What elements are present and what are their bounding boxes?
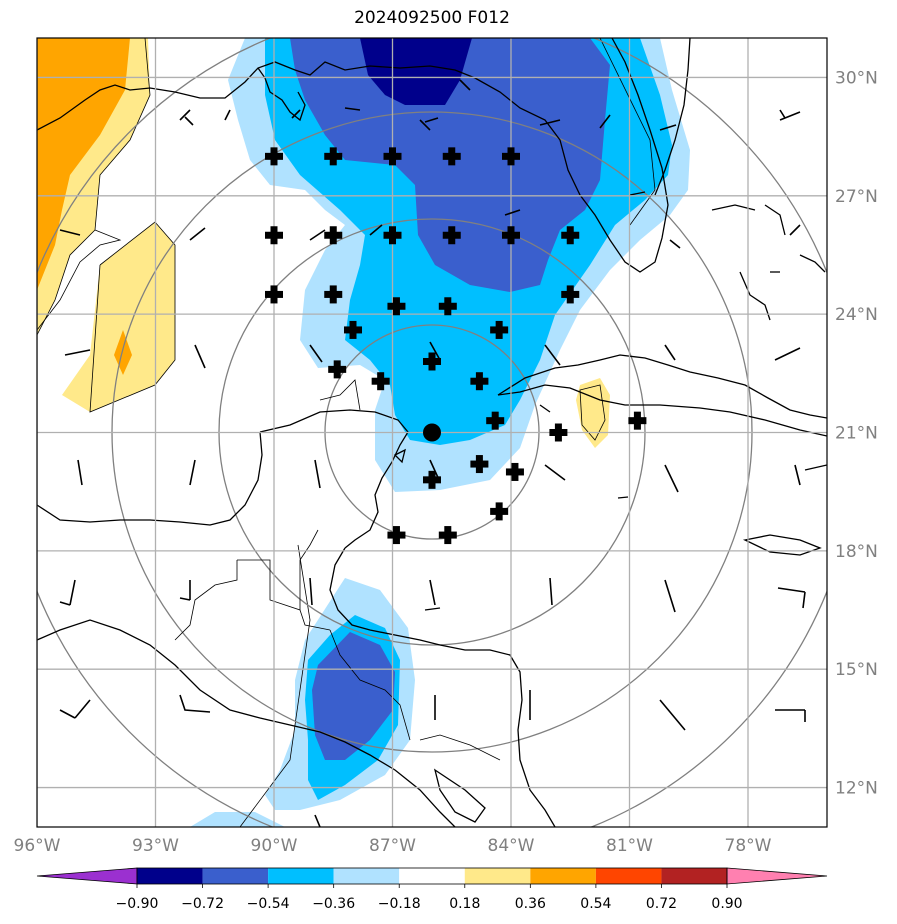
colorbar-segment [595, 868, 662, 884]
plus-marker [423, 470, 441, 489]
field-contour [579, 384, 606, 441]
colorbar-tick-label: −0.72 [181, 896, 224, 912]
positive-anomaly-core [114, 330, 132, 375]
lon-tick-labels: 96°W 93°W 90°W 87°W 84°W 81°W 78°W [14, 836, 772, 856]
plus-marker [470, 372, 489, 391]
plus-marker [438, 297, 457, 316]
plus-marker [490, 502, 509, 521]
colorbar-tick-label: −0.90 [116, 896, 159, 912]
lat-tick-label: 27°N [835, 187, 878, 207]
lat-tick-label: 24°N [835, 305, 878, 325]
colorbar-outline [136, 867, 728, 885]
plus-marker [561, 285, 580, 304]
colorbar: −0.90 −0.72 −0.54 −0.36 −0.18 0.18 0.36 0.54 0.7… [36, 867, 828, 912]
lat-tick-label: 30°N [835, 68, 878, 88]
lat-tick-labels: 12°N 15°N 18°N 21°N 24°N 27°N 30°N [835, 68, 878, 798]
colorbar-tick-label: 0.36 [515, 896, 546, 912]
colorbar-segment [268, 868, 334, 884]
field-contour [599, 38, 656, 226]
map-frame [36, 37, 828, 828]
colorbar-segment [464, 868, 531, 884]
lat-tick-label: 12°N [835, 779, 878, 799]
colorbar-segment [530, 868, 596, 884]
positive-anomaly-core [37, 38, 130, 290]
plus-marker [502, 147, 520, 166]
plus-marker [486, 411, 505, 430]
colorbar-tick-label: 0.90 [711, 896, 742, 912]
plus-marker [387, 297, 406, 316]
plus-marker [442, 226, 461, 245]
center-dot-marker [423, 423, 441, 442]
plus-marker [265, 285, 283, 304]
plus-marker [383, 226, 402, 245]
lon-tick-label: 96°W [14, 836, 61, 856]
plus-marker [490, 320, 509, 339]
plus-marker [628, 411, 647, 430]
plus-marker [549, 423, 568, 442]
plus-marker [324, 147, 343, 166]
plus-marker [561, 226, 580, 245]
plus-marker [265, 226, 283, 245]
lat-tick-label: 18°N [835, 542, 878, 562]
colorbar-segment [137, 868, 203, 884]
colorbar-segment [333, 868, 400, 884]
plus-marker [423, 352, 441, 371]
positive-anomaly-region [62, 222, 175, 412]
marker-layer [265, 147, 647, 545]
plus-marker [470, 455, 489, 474]
lon-tick-label: 87°W [369, 836, 416, 856]
field-contour [37, 38, 151, 336]
plus-marker [502, 226, 520, 245]
plus-marker [371, 372, 390, 391]
colorbar-segment [661, 868, 727, 884]
plus-marker [328, 360, 347, 379]
plus-marker [383, 147, 402, 166]
wind-barb-layer [59, 79, 806, 827]
lon-tick-label: 93°W [132, 836, 179, 856]
lon-tick-label: 84°W [488, 836, 535, 856]
plus-marker [442, 147, 461, 166]
negative-anomaly-outer [190, 812, 285, 827]
plus-marker [505, 462, 524, 481]
plus-marker [265, 147, 283, 166]
colorbar-tick-label: −0.18 [378, 896, 421, 912]
lon-tick-label: 90°W [251, 836, 298, 856]
colorbar-tick-label: 0.18 [449, 896, 480, 912]
negative-anomaly-strong [312, 632, 395, 760]
colorbar-tick-label: −0.36 [312, 896, 355, 912]
lat-tick-label: 15°N [835, 660, 878, 680]
border-layer [37, 229, 501, 761]
negative-anomaly-core [360, 38, 472, 105]
plus-marker [438, 526, 457, 545]
colorbar-tick-label: −0.54 [247, 896, 290, 912]
colorbar-tick-label: 0.72 [646, 896, 677, 912]
lon-tick-label: 81°W [606, 836, 653, 856]
colorbar-extension-low [36, 867, 138, 885]
coastline-layer [37, 38, 827, 827]
plus-marker [344, 320, 362, 339]
colorbar-segment [399, 868, 465, 884]
shaded-field-layer [37, 38, 690, 827]
plus-marker [387, 526, 406, 545]
plus-marker [324, 285, 343, 304]
colorbar-segment [202, 868, 269, 884]
lat-tick-label: 21°N [835, 424, 878, 444]
colorbar-tick-label: 0.54 [580, 896, 611, 912]
field-contour [239, 544, 311, 827]
map-plot-area [37, 38, 827, 827]
colorbar-extension-high [726, 867, 828, 885]
plus-marker [324, 226, 343, 245]
graticule [37, 38, 827, 827]
lon-tick-label: 78°W [725, 836, 772, 856]
map-title: 2024092500 F012 [354, 8, 510, 28]
